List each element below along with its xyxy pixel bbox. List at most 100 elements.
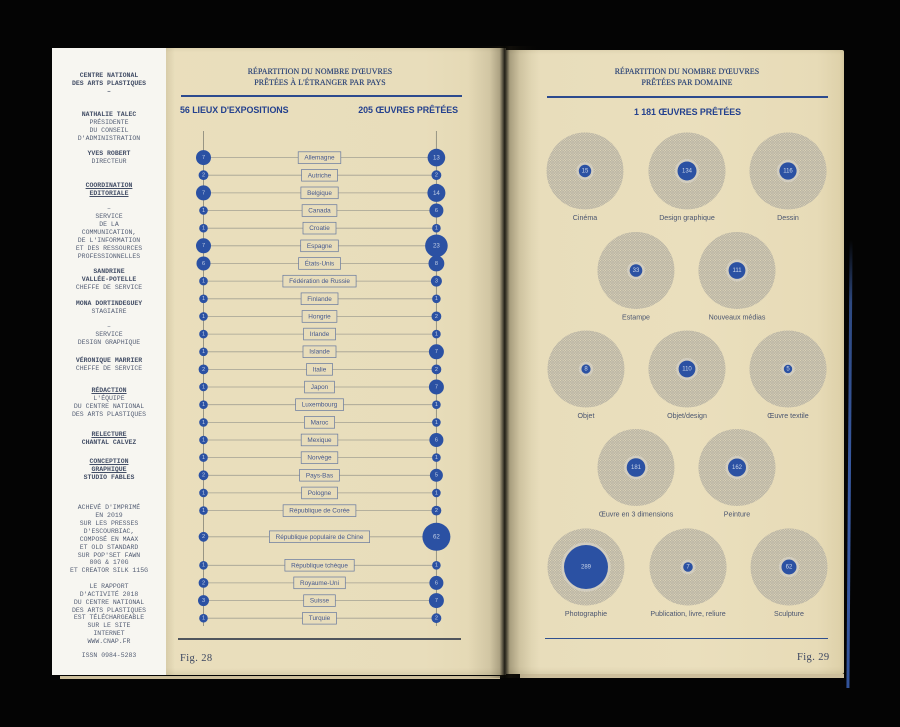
svg-text:Allemagne: Allemagne [304,155,335,162]
svg-text:2: 2 [202,580,205,586]
svg-text:2: 2 [435,508,438,514]
svg-text:7: 7 [435,349,438,355]
svg-text:7: 7 [202,190,205,196]
svg-text:33: 33 [633,268,640,274]
svg-text:3: 3 [435,279,438,285]
svg-text:134: 134 [682,168,693,174]
svg-text:Mexique: Mexique [307,437,332,444]
svg-text:7: 7 [202,155,205,161]
svg-text:3: 3 [202,598,205,604]
svg-text:2: 2 [202,473,205,479]
svg-text:110: 110 [682,366,692,372]
svg-text:Royaume-Uni: Royaume-Uni [300,580,339,587]
svg-text:République de Corée: République de Corée [289,508,350,515]
svg-text:6: 6 [435,437,438,443]
svg-text:1: 1 [202,332,205,338]
svg-text:Belgique: Belgique [307,190,332,197]
svg-text:7: 7 [435,598,438,604]
svg-text:6: 6 [202,261,205,267]
svg-text:1: 1 [202,296,205,302]
svg-text:181: 181 [631,465,642,471]
svg-text:Islande: Islande [309,349,330,356]
svg-text:1: 1 [435,420,438,426]
svg-text:République populaire de Chine: République populaire de Chine [276,534,364,541]
svg-text:République tchèque: République tchèque [291,562,348,569]
svg-text:62: 62 [433,534,440,541]
svg-text:1: 1 [435,490,438,496]
svg-text:États-Unis: États-Unis [305,259,334,268]
svg-text:7: 7 [202,243,205,249]
svg-text:1: 1 [435,332,438,338]
svg-text:1: 1 [202,279,205,285]
svg-text:Design graphique: Design graphique [659,214,715,222]
svg-text:Canada: Canada [308,208,331,215]
svg-text:5: 5 [435,473,438,479]
svg-text:2: 2 [435,314,438,320]
svg-text:1: 1 [202,384,205,390]
svg-text:116: 116 [783,168,793,174]
svg-text:1: 1 [202,616,205,622]
svg-text:Maroc: Maroc [311,419,330,426]
svg-text:Objet: Objet [578,412,595,420]
svg-text:Irlande: Irlande [310,331,330,338]
svg-text:1: 1 [435,563,438,569]
svg-text:Dessin: Dessin [777,214,799,222]
svg-text:Œuvre textile: Œuvre textile [767,412,808,420]
svg-text:62: 62 [786,564,793,570]
svg-text:Espagne: Espagne [307,243,333,250]
svg-text:Italie: Italie [313,366,327,373]
svg-text:14: 14 [433,190,440,197]
svg-text:Turquie: Turquie [309,615,331,622]
svg-text:Cinéma: Cinéma [573,214,597,222]
svg-text:Photographie: Photographie [565,610,607,618]
svg-text:Nouveaux médias: Nouveaux médias [709,314,766,322]
svg-text:1: 1 [202,420,205,426]
svg-text:1: 1 [202,437,205,443]
svg-text:6: 6 [435,580,438,586]
svg-text:1: 1 [202,508,205,514]
svg-text:1: 1 [435,402,438,408]
svg-text:111: 111 [732,268,742,274]
svg-text:7: 7 [686,564,690,570]
svg-text:8: 8 [435,261,438,267]
svg-text:1: 1 [435,296,438,302]
svg-text:1: 1 [202,226,205,232]
svg-text:Autriche: Autriche [308,172,332,179]
svg-text:1: 1 [202,455,205,461]
svg-text:7: 7 [435,384,438,390]
svg-text:1: 1 [435,226,438,232]
svg-text:1: 1 [202,349,205,355]
svg-text:1: 1 [202,402,205,408]
svg-text:2: 2 [202,534,205,540]
svg-text:13: 13 [433,155,440,162]
svg-text:Suisse: Suisse [310,598,330,605]
svg-text:Hongrie: Hongrie [308,313,331,320]
svg-text:2: 2 [202,173,205,179]
svg-text:2: 2 [435,173,438,179]
svg-text:1: 1 [202,490,205,496]
svg-text:162: 162 [732,465,743,471]
svg-text:6: 6 [435,208,438,214]
svg-text:Luxembourg: Luxembourg [302,402,338,409]
svg-text:Publication, livre, reliure: Publication, livre, reliure [650,610,725,618]
svg-text:1: 1 [435,455,438,461]
svg-text:5: 5 [786,366,790,372]
svg-text:289: 289 [581,564,592,570]
svg-text:2: 2 [202,367,205,373]
svg-text:Fédération de Russie: Fédération de Russie [289,278,350,285]
svg-text:Œuvre en 3 dimensions: Œuvre en 3 dimensions [599,511,674,519]
svg-text:1: 1 [202,314,205,320]
svg-text:Sculpture: Sculpture [774,610,804,618]
svg-text:Norvège: Norvège [307,455,332,462]
svg-text:Estampe: Estampe [622,314,650,322]
svg-text:Peinture: Peinture [724,511,750,519]
svg-text:Pologne: Pologne [308,490,332,497]
svg-text:8: 8 [584,366,588,372]
svg-text:Objet/design: Objet/design [667,412,707,420]
svg-text:Finlande: Finlande [307,296,332,303]
svg-text:Japon: Japon [311,384,329,391]
svg-text:1: 1 [202,208,205,214]
svg-text:Croatie: Croatie [309,225,330,232]
svg-text:1: 1 [202,563,205,569]
svg-text:Pays-Bas: Pays-Bas [306,472,333,479]
